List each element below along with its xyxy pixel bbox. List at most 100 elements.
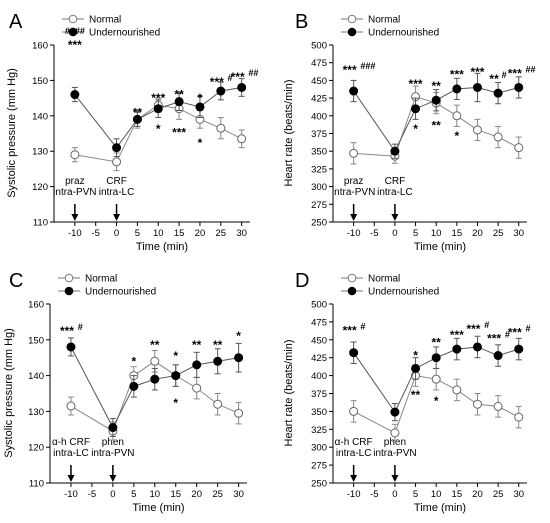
significance-stars: ***	[508, 66, 522, 80]
x-tick-label: 10	[431, 228, 442, 239]
y-tick-label: 110	[29, 479, 44, 490]
data-point	[70, 90, 80, 100]
y-tick-label: 275	[311, 200, 327, 211]
significance-stars: ***	[60, 324, 74, 338]
significance-stars: *	[434, 394, 439, 408]
significance-stars: *	[156, 122, 161, 136]
data-point	[234, 353, 244, 363]
x-tick-label: -5	[91, 228, 99, 239]
arrow-head	[391, 214, 399, 221]
significance-stars: *	[173, 349, 178, 363]
x-tick-label: 15	[452, 489, 463, 500]
y-tick-label: 450	[311, 335, 327, 346]
panel-letter: C	[9, 270, 23, 292]
y-tick-label: 300	[311, 443, 327, 454]
legend-entry: Undernourished	[89, 28, 160, 39]
y-tick-label: 375	[311, 129, 327, 140]
treatment-label: α-h CRF	[52, 437, 90, 448]
x-tick-label: -10	[347, 489, 361, 500]
treatment-label: α-h CRF	[335, 437, 373, 448]
x-tick-label: 30	[513, 489, 524, 500]
x-tick-label: 5	[413, 228, 418, 239]
legend-entry: Undernourished	[368, 28, 439, 39]
y-tick-label: 400	[311, 111, 327, 122]
legend-marker	[68, 14, 78, 24]
y-tick-label: 160	[28, 300, 44, 311]
data-point	[493, 88, 503, 98]
significance-hash: #	[360, 321, 365, 331]
significance-stars: ***	[450, 328, 464, 342]
significance-stars: **	[174, 88, 184, 102]
panel-b: B 250 275 300 325 350 375 400 425 450 475 500 -10 -5 0…	[283, 11, 536, 253]
x-tick-label: 20	[191, 489, 202, 500]
arrow-head	[113, 214, 121, 221]
y-tick-label: 475	[311, 317, 327, 328]
panel-letter: D	[295, 270, 309, 292]
data-point	[192, 360, 202, 370]
x-tick-label: 25	[212, 489, 223, 500]
y-tick-label: 120	[32, 182, 48, 193]
data-point	[349, 348, 359, 358]
y-tick-label: 400	[311, 371, 327, 382]
data-point	[452, 84, 462, 94]
x-tick-label: 15	[170, 489, 181, 500]
legend-marker	[347, 286, 357, 296]
significance-stars: *	[198, 91, 203, 105]
x-tick-label: 25	[493, 228, 504, 239]
y-tick-label: 500	[311, 41, 327, 52]
x-tick-label: -10	[347, 228, 361, 239]
x-tick-label: -5	[370, 489, 378, 500]
arrow-head	[67, 475, 75, 482]
x-tick-label: 25	[493, 489, 504, 500]
data-point	[349, 148, 359, 158]
x-tick-label: 0	[114, 228, 119, 239]
panel-c: C 110 120 130 140 150 160 -10 -5 0 5 10 15 20 25 30 Time…	[3, 270, 247, 514]
legend-marker	[347, 273, 357, 283]
significance-stars: ***	[231, 70, 245, 84]
significance-stars: ***	[151, 91, 165, 105]
data-point	[431, 95, 441, 105]
significance-stars: ***	[466, 322, 480, 336]
significance-stars: *	[413, 122, 418, 136]
significance-stars: **	[432, 336, 442, 350]
y-tick-label: 140	[28, 371, 44, 382]
data-point	[472, 342, 482, 352]
significance-hash: ##	[248, 68, 258, 78]
data-point	[411, 363, 421, 373]
treatment-label: intra-PVN	[91, 448, 134, 459]
y-tick-label: 130	[28, 407, 44, 418]
y-tick-label: 475	[311, 58, 327, 69]
y-tick-label: 300	[311, 182, 327, 193]
significance-stars: ***	[343, 63, 357, 77]
data-point	[390, 407, 400, 417]
y-tick-label: 450	[311, 76, 327, 87]
data-point	[514, 143, 524, 153]
data-point	[493, 401, 503, 411]
x-axis-label: Time (min)	[414, 241, 466, 253]
data-point	[431, 374, 441, 384]
data-point	[129, 381, 139, 391]
data-point	[472, 125, 482, 135]
legend-marker	[64, 286, 74, 296]
legend-marker	[347, 27, 357, 37]
data-point	[452, 344, 462, 354]
significance-stars: *	[413, 349, 418, 363]
data-point	[171, 371, 181, 381]
significance-stars: *	[131, 354, 136, 368]
y-tick-label: 120	[28, 443, 44, 454]
y-tick-label: 425	[311, 94, 327, 105]
y-tick-label: 500	[311, 300, 327, 311]
significance-hash: #	[78, 322, 83, 332]
y-axis-label: Systolic pressure (mm Hg)	[3, 328, 15, 458]
x-tick-label: 30	[513, 228, 524, 239]
significance-stars: ***	[470, 65, 484, 79]
data-point	[66, 401, 76, 411]
data-point	[349, 406, 359, 416]
data-point	[216, 86, 226, 96]
significance-stars: ***	[210, 75, 224, 89]
y-tick-label: 350	[311, 407, 327, 418]
x-tick-label: 10	[149, 489, 160, 500]
data-point	[150, 356, 160, 366]
treatment-label: CRF	[106, 176, 127, 187]
x-tick-label: -5	[88, 489, 96, 500]
